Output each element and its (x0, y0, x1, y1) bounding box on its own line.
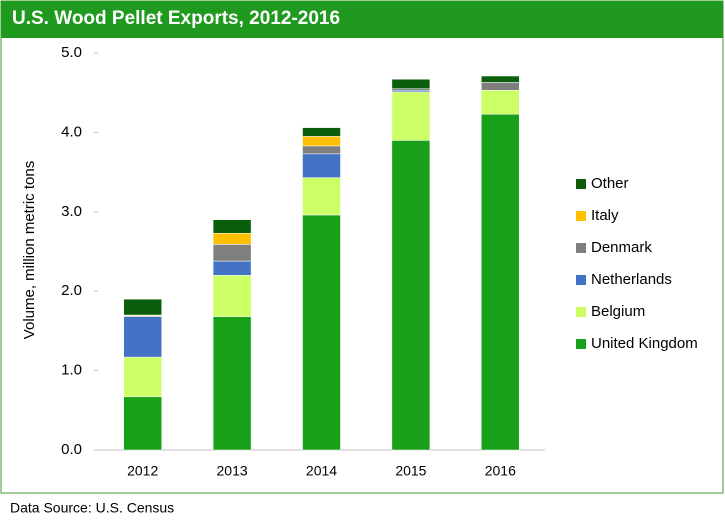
bar-segment (302, 136, 341, 147)
bar-segment (391, 140, 431, 451)
y-tick-label: 1.0 (61, 362, 82, 379)
legend-swatch (576, 211, 586, 221)
bar-segment (391, 78, 431, 89)
legend-label: Denmark (591, 239, 652, 256)
bar-segment (212, 244, 252, 262)
bar-segment (123, 356, 162, 398)
legend-label: Belgium (591, 303, 645, 320)
bar-segment (302, 177, 341, 216)
bar-segment (302, 145, 341, 155)
bar-segment (123, 316, 162, 358)
bar-segment (302, 214, 341, 451)
bar-segment (212, 260, 252, 276)
bar-segment (302, 127, 341, 137)
chart-title: U.S. Wood Pellet Exports, 2012-2016 (12, 8, 340, 29)
legend-label: Italy (591, 207, 619, 224)
bar-segment (212, 316, 252, 451)
y-tick-label: 4.0 (61, 123, 82, 140)
x-tick-label: 2015 (395, 463, 426, 479)
chart-border (0, 0, 724, 494)
legend-swatch (576, 275, 586, 285)
y-tick-label: 2.0 (61, 282, 82, 299)
x-tick-label: 2016 (485, 463, 516, 479)
bar-segment (481, 113, 520, 451)
y-axis-label: Volume, million metric tons (21, 161, 38, 339)
x-tick-label: 2012 (127, 463, 158, 479)
bar-segment (302, 153, 341, 178)
y-tick-label: 0.0 (61, 441, 82, 458)
bar-segment (481, 90, 520, 115)
legend-label: Other (591, 175, 629, 192)
legend-swatch (576, 339, 586, 349)
legend-label: Netherlands (591, 271, 672, 288)
bar-segment (123, 298, 162, 316)
x-tick-label: 2014 (306, 463, 337, 479)
bar-segment (391, 91, 431, 141)
y-tick-label: 3.0 (61, 203, 82, 220)
legend-swatch (576, 179, 586, 189)
x-tick-label: 2013 (217, 463, 248, 479)
bar-segment (123, 396, 162, 451)
title-bar (1, 1, 723, 38)
source-note: Data Source: U.S. Census (10, 500, 174, 516)
y-tick-label: 5.0 (61, 44, 82, 61)
legend-label: United Kingdom (591, 335, 698, 352)
legend-swatch (576, 243, 586, 253)
bar-segment (481, 82, 520, 91)
bar-segment (212, 219, 252, 234)
bar-segment (481, 75, 520, 83)
bar-segment (212, 232, 252, 245)
bar-segment (212, 275, 252, 317)
legend-swatch (576, 307, 586, 317)
